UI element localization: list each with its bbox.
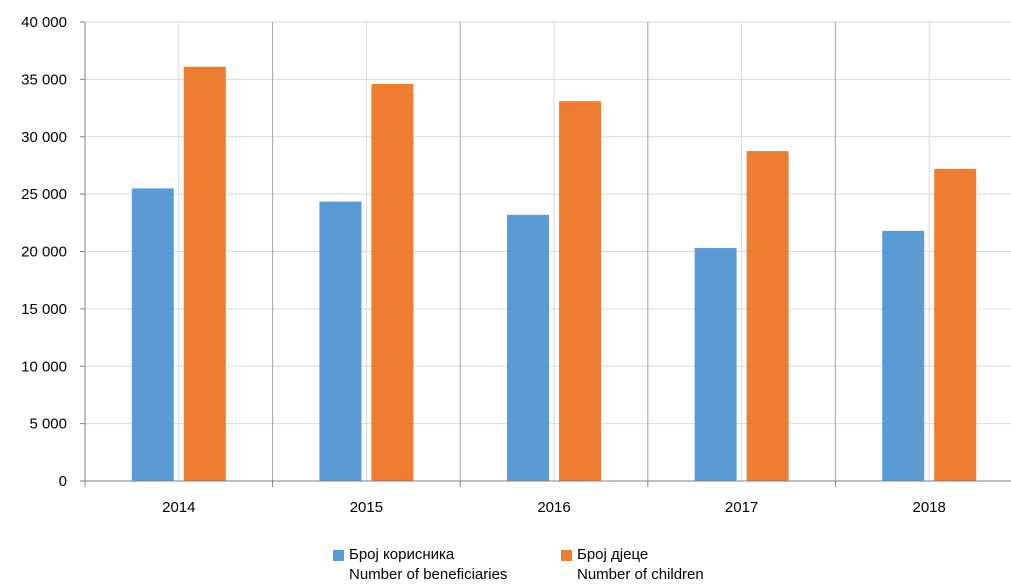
legend-label-beneficiaries-en: Number of beneficiaries <box>349 566 508 583</box>
y-tick-label: 25 000 <box>21 186 67 203</box>
legend-label-children-en: Number of children <box>577 566 704 583</box>
bar-beneficiaries-2015 <box>319 201 362 482</box>
axes <box>80 21 1011 487</box>
bar-children-2018 <box>934 168 977 481</box>
y-tick-label: 15 000 <box>21 301 67 318</box>
bar-beneficiaries-2017 <box>694 248 737 481</box>
x-tick-label: 2014 <box>162 499 195 516</box>
legend-label-beneficiaries-local: Број корисника <box>349 546 455 563</box>
y-tick-label: 5 000 <box>29 416 67 433</box>
y-tick-label: 40 000 <box>21 14 67 31</box>
legend-label-children-local: Број дјеце <box>577 546 649 563</box>
bar-beneficiaries-2014 <box>131 188 174 481</box>
bar-children-2017 <box>746 151 789 481</box>
legend: Број корисника Number of beneficiaries Б… <box>0 545 1011 587</box>
bar-children-2016 <box>559 101 601 482</box>
y-tick-label: 30 000 <box>21 129 67 146</box>
legend-swatch-beneficiaries <box>333 550 344 561</box>
legend-item-children: Број дјеце Number of children <box>561 545 704 585</box>
y-tick-label: 0 <box>59 473 67 490</box>
bars <box>131 66 977 482</box>
bar-beneficiaries-2018 <box>882 230 925 481</box>
bar-beneficiaries-2016 <box>507 214 549 481</box>
y-axis-tick-labels: 0 5 000 10 000 15 000 20 000 25 000 30 000 35 0… <box>21 14 67 490</box>
y-tick-label: 35 000 <box>21 71 67 88</box>
bar-children-2014 <box>183 66 226 481</box>
x-axis-tick-labels: 2014 2015 2016 2017 2018 <box>162 499 946 516</box>
y-tick-label: 10 000 <box>21 358 67 375</box>
bar-children-2015 <box>371 83 414 481</box>
gridlines <box>85 21 1011 481</box>
legend-label-children: Број дјеце Number of children <box>577 545 704 585</box>
legend-item-beneficiaries: Број корисника Number of beneficiaries <box>333 545 507 585</box>
x-tick-label: 2018 <box>913 499 946 516</box>
x-tick-label: 2016 <box>537 499 570 516</box>
legend-swatch-children <box>561 550 572 561</box>
legend-label-beneficiaries: Број корисника Number of beneficiaries <box>349 545 507 585</box>
x-tick-label: 2017 <box>725 499 758 516</box>
x-tick-label: 2015 <box>350 499 383 516</box>
y-tick-label: 20 000 <box>21 244 67 261</box>
